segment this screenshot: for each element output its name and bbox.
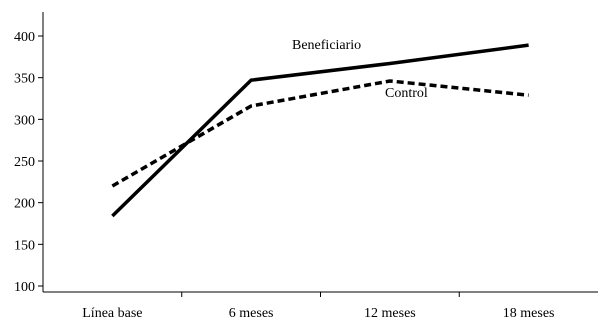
x-category-label: 12 meses (364, 306, 416, 321)
y-tick-label: 250 (14, 155, 35, 170)
series-line-control (111, 79, 529, 188)
y-tick-label: 300 (14, 113, 35, 128)
y-tick-label: 200 (14, 197, 35, 212)
series-lines (111, 43, 529, 218)
x-category-label: 6 meses (229, 306, 274, 321)
chart-axes (42, 12, 598, 293)
series-line-beneficiario (111, 43, 529, 218)
y-axis-ticks: 100 150 200 250 300 350 400 (14, 30, 43, 295)
x-category-label: 18 meses (503, 306, 555, 321)
y-tick-label: 350 (14, 72, 35, 87)
x-category-label: Línea base (82, 306, 142, 321)
series-labels: Beneficiario Control (292, 38, 428, 101)
x-axis-ticks: Línea base 6 meses 12 meses 18 meses (82, 292, 554, 321)
series-label-control: Control (385, 86, 428, 101)
series-label-beneficiario: Beneficiario (292, 38, 361, 53)
y-tick-label: 100 (14, 280, 35, 295)
y-tick-label: 400 (14, 30, 35, 45)
y-tick-label: 150 (14, 238, 35, 253)
